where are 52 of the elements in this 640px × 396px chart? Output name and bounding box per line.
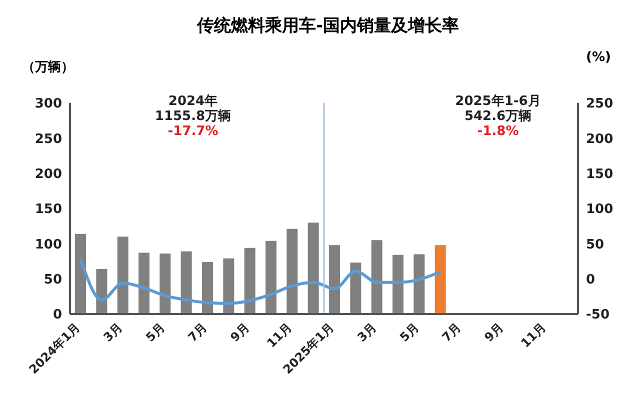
y-axis-title: （万辆） [22,59,74,76]
line-series [79,258,442,305]
x-tick-label: 9月 [228,320,252,345]
bar [138,252,150,314]
chart-title: 传统燃料乘用车-国内销量及增长率 [196,15,460,37]
x-tick-label: 9月 [482,320,506,345]
y2-tick-label: 0 [586,272,596,288]
y-tick-label: 200 [34,166,62,182]
annotation: -1.8% [476,124,520,139]
y-tick-label: 150 [34,202,62,218]
y2-axis-title: (%) [586,50,611,65]
annotation: 2024年 [167,94,219,109]
y-tick-label: 100 [34,237,62,252]
bar [434,245,446,314]
bar [223,258,234,314]
bar [371,240,382,314]
y-tick-label: 0 [52,308,62,323]
bar [180,251,192,314]
bar [350,262,362,314]
bar [392,254,404,314]
y2-tick-label: 150 [586,166,614,182]
x-tick-label: 7月 [185,320,210,345]
bar [160,254,171,314]
bar [286,228,298,314]
x-tick-label: 7月 [439,320,464,345]
annotation: 542.6万辆 [463,109,533,124]
bar [308,222,319,314]
bar [75,234,86,314]
y-tick-label: 250 [34,132,62,147]
x-tick-label: 3月 [354,320,380,345]
bar [329,245,340,314]
annotation: -17.7% [166,124,220,139]
y2-tick-label: -50 [586,308,610,323]
y-tick-label: 300 [34,96,62,112]
y2-tick-label: 200 [586,132,614,147]
bar [117,236,128,314]
y2-tick-label: 50 [586,237,604,252]
x-tick-label: 3月 [100,320,126,345]
y2-tick-label: 100 [586,202,614,218]
bar [266,240,276,314]
x-tick-label: 11月 [518,320,548,350]
y-tick-label: 50 [44,272,62,288]
x-tick-label: 11月 [264,320,294,350]
y2-tick-label: 250 [586,96,614,112]
bar [414,254,425,314]
bar [96,268,108,314]
x-tick-label: 5月 [397,320,422,345]
bar [244,248,256,314]
annotation: 1155.8万辆 [154,109,232,124]
x-tick-label: 5月 [143,320,168,345]
bar [202,262,213,314]
annotation: 2025年1-6月 [454,94,542,109]
